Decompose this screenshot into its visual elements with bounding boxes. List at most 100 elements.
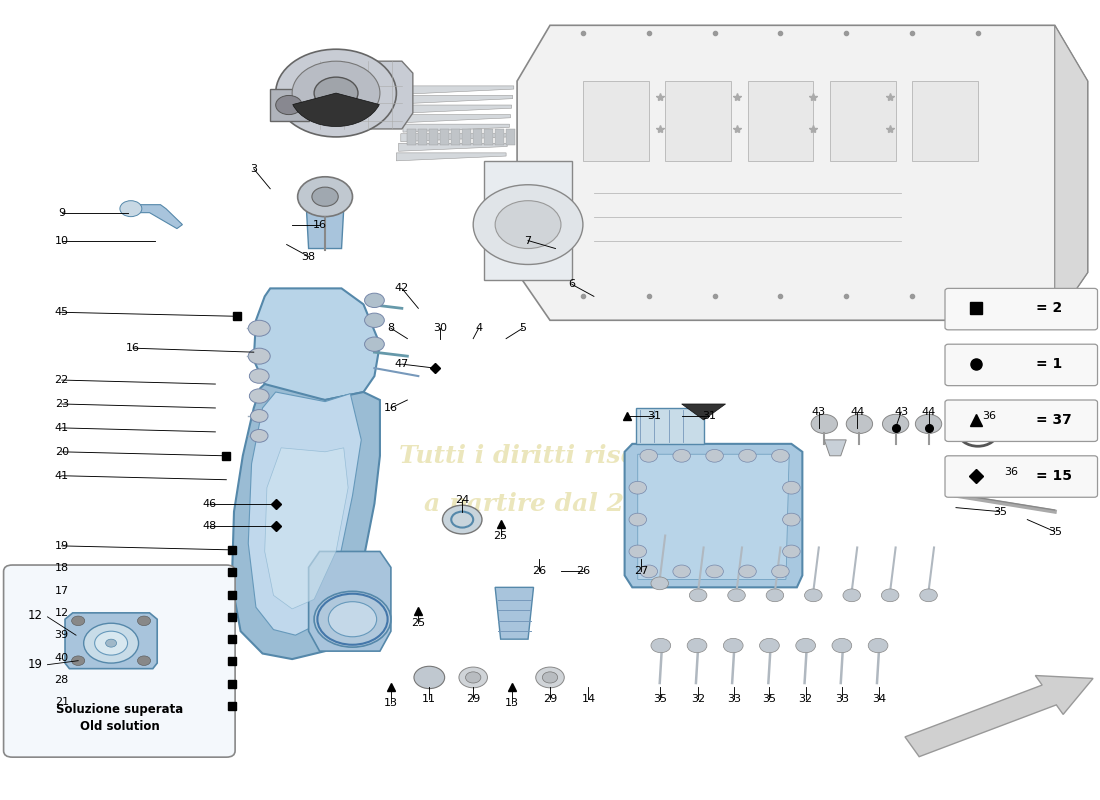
Polygon shape bbox=[409, 95, 513, 103]
Polygon shape bbox=[636, 408, 704, 444]
Polygon shape bbox=[638, 454, 789, 579]
Circle shape bbox=[465, 672, 481, 683]
Bar bbox=[829, 81, 895, 161]
Text: a partire dal 2012: a partire dal 2012 bbox=[424, 492, 676, 516]
FancyBboxPatch shape bbox=[945, 344, 1098, 386]
Circle shape bbox=[690, 589, 707, 602]
Text: 32: 32 bbox=[799, 694, 813, 704]
Text: 42: 42 bbox=[395, 283, 409, 294]
Circle shape bbox=[771, 450, 789, 462]
Circle shape bbox=[276, 95, 303, 114]
Text: 41: 41 bbox=[55, 470, 69, 481]
Text: 19: 19 bbox=[29, 658, 43, 671]
Circle shape bbox=[846, 414, 872, 434]
Text: 35: 35 bbox=[993, 506, 1007, 517]
Text: 48: 48 bbox=[202, 521, 217, 531]
Circle shape bbox=[542, 672, 558, 683]
Circle shape bbox=[843, 589, 860, 602]
FancyArrow shape bbox=[905, 675, 1093, 757]
Polygon shape bbox=[128, 205, 183, 229]
Circle shape bbox=[72, 616, 85, 626]
Polygon shape bbox=[304, 61, 412, 129]
Text: 26: 26 bbox=[532, 566, 546, 577]
Polygon shape bbox=[271, 89, 309, 121]
Text: 31: 31 bbox=[702, 411, 716, 421]
Bar bbox=[583, 81, 649, 161]
Polygon shape bbox=[429, 129, 438, 145]
Circle shape bbox=[811, 414, 837, 434]
Polygon shape bbox=[451, 129, 460, 145]
Text: 43: 43 bbox=[812, 407, 826, 417]
Text: 38: 38 bbox=[301, 251, 316, 262]
Text: 33: 33 bbox=[727, 694, 741, 704]
Circle shape bbox=[495, 201, 561, 249]
Polygon shape bbox=[418, 129, 427, 145]
Text: 23: 23 bbox=[55, 399, 69, 409]
Text: 34: 34 bbox=[872, 694, 887, 704]
Text: 19: 19 bbox=[55, 541, 69, 551]
Circle shape bbox=[782, 545, 800, 558]
Polygon shape bbox=[407, 129, 416, 145]
Text: 45: 45 bbox=[55, 307, 69, 318]
Polygon shape bbox=[517, 26, 1088, 320]
Text: 16: 16 bbox=[384, 403, 398, 413]
Text: 16: 16 bbox=[312, 220, 327, 230]
Polygon shape bbox=[400, 134, 508, 142]
Text: = 15: = 15 bbox=[1036, 469, 1072, 482]
Text: = 37: = 37 bbox=[1036, 413, 1071, 427]
Circle shape bbox=[329, 602, 376, 637]
Text: 3: 3 bbox=[251, 164, 257, 174]
Circle shape bbox=[276, 50, 396, 137]
Circle shape bbox=[915, 414, 942, 434]
Polygon shape bbox=[495, 587, 534, 639]
Polygon shape bbox=[232, 384, 380, 659]
Circle shape bbox=[414, 666, 444, 689]
Circle shape bbox=[739, 565, 757, 578]
FancyBboxPatch shape bbox=[3, 565, 235, 757]
Circle shape bbox=[728, 589, 746, 602]
Circle shape bbox=[688, 638, 707, 653]
Circle shape bbox=[473, 185, 583, 265]
Circle shape bbox=[782, 482, 800, 494]
Circle shape bbox=[249, 320, 271, 336]
Text: 28: 28 bbox=[55, 675, 69, 685]
Circle shape bbox=[640, 450, 658, 462]
Text: 17: 17 bbox=[55, 586, 69, 595]
Polygon shape bbox=[249, 392, 361, 635]
Circle shape bbox=[882, 414, 909, 434]
Polygon shape bbox=[484, 161, 572, 281]
Bar bbox=[666, 81, 732, 161]
Polygon shape bbox=[65, 613, 157, 669]
Polygon shape bbox=[411, 86, 514, 94]
Circle shape bbox=[651, 638, 671, 653]
FancyBboxPatch shape bbox=[945, 400, 1098, 442]
Text: 30: 30 bbox=[433, 323, 448, 334]
Text: 26: 26 bbox=[576, 566, 590, 577]
Text: 7: 7 bbox=[525, 235, 531, 246]
Polygon shape bbox=[824, 440, 846, 456]
Bar bbox=[748, 81, 813, 161]
Text: 8: 8 bbox=[387, 323, 395, 334]
Polygon shape bbox=[473, 129, 482, 145]
Text: 47: 47 bbox=[395, 359, 409, 369]
Circle shape bbox=[760, 638, 779, 653]
Text: 40: 40 bbox=[55, 653, 69, 662]
Circle shape bbox=[640, 565, 658, 578]
Text: = 1: = 1 bbox=[1036, 357, 1063, 371]
Circle shape bbox=[673, 565, 691, 578]
Circle shape bbox=[629, 514, 647, 526]
Text: 21: 21 bbox=[55, 697, 69, 707]
Text: 16: 16 bbox=[126, 343, 140, 353]
Circle shape bbox=[771, 565, 789, 578]
Text: 44: 44 bbox=[850, 407, 865, 417]
Text: 39: 39 bbox=[55, 630, 69, 640]
Text: 24: 24 bbox=[455, 494, 470, 505]
Text: = 2: = 2 bbox=[1036, 302, 1063, 315]
Text: 36: 36 bbox=[982, 411, 996, 421]
Text: 12: 12 bbox=[55, 608, 69, 618]
Text: 35: 35 bbox=[1047, 526, 1062, 537]
Text: 32: 32 bbox=[691, 694, 705, 704]
Circle shape bbox=[804, 589, 822, 602]
Circle shape bbox=[706, 565, 724, 578]
Text: 31: 31 bbox=[647, 411, 661, 421]
